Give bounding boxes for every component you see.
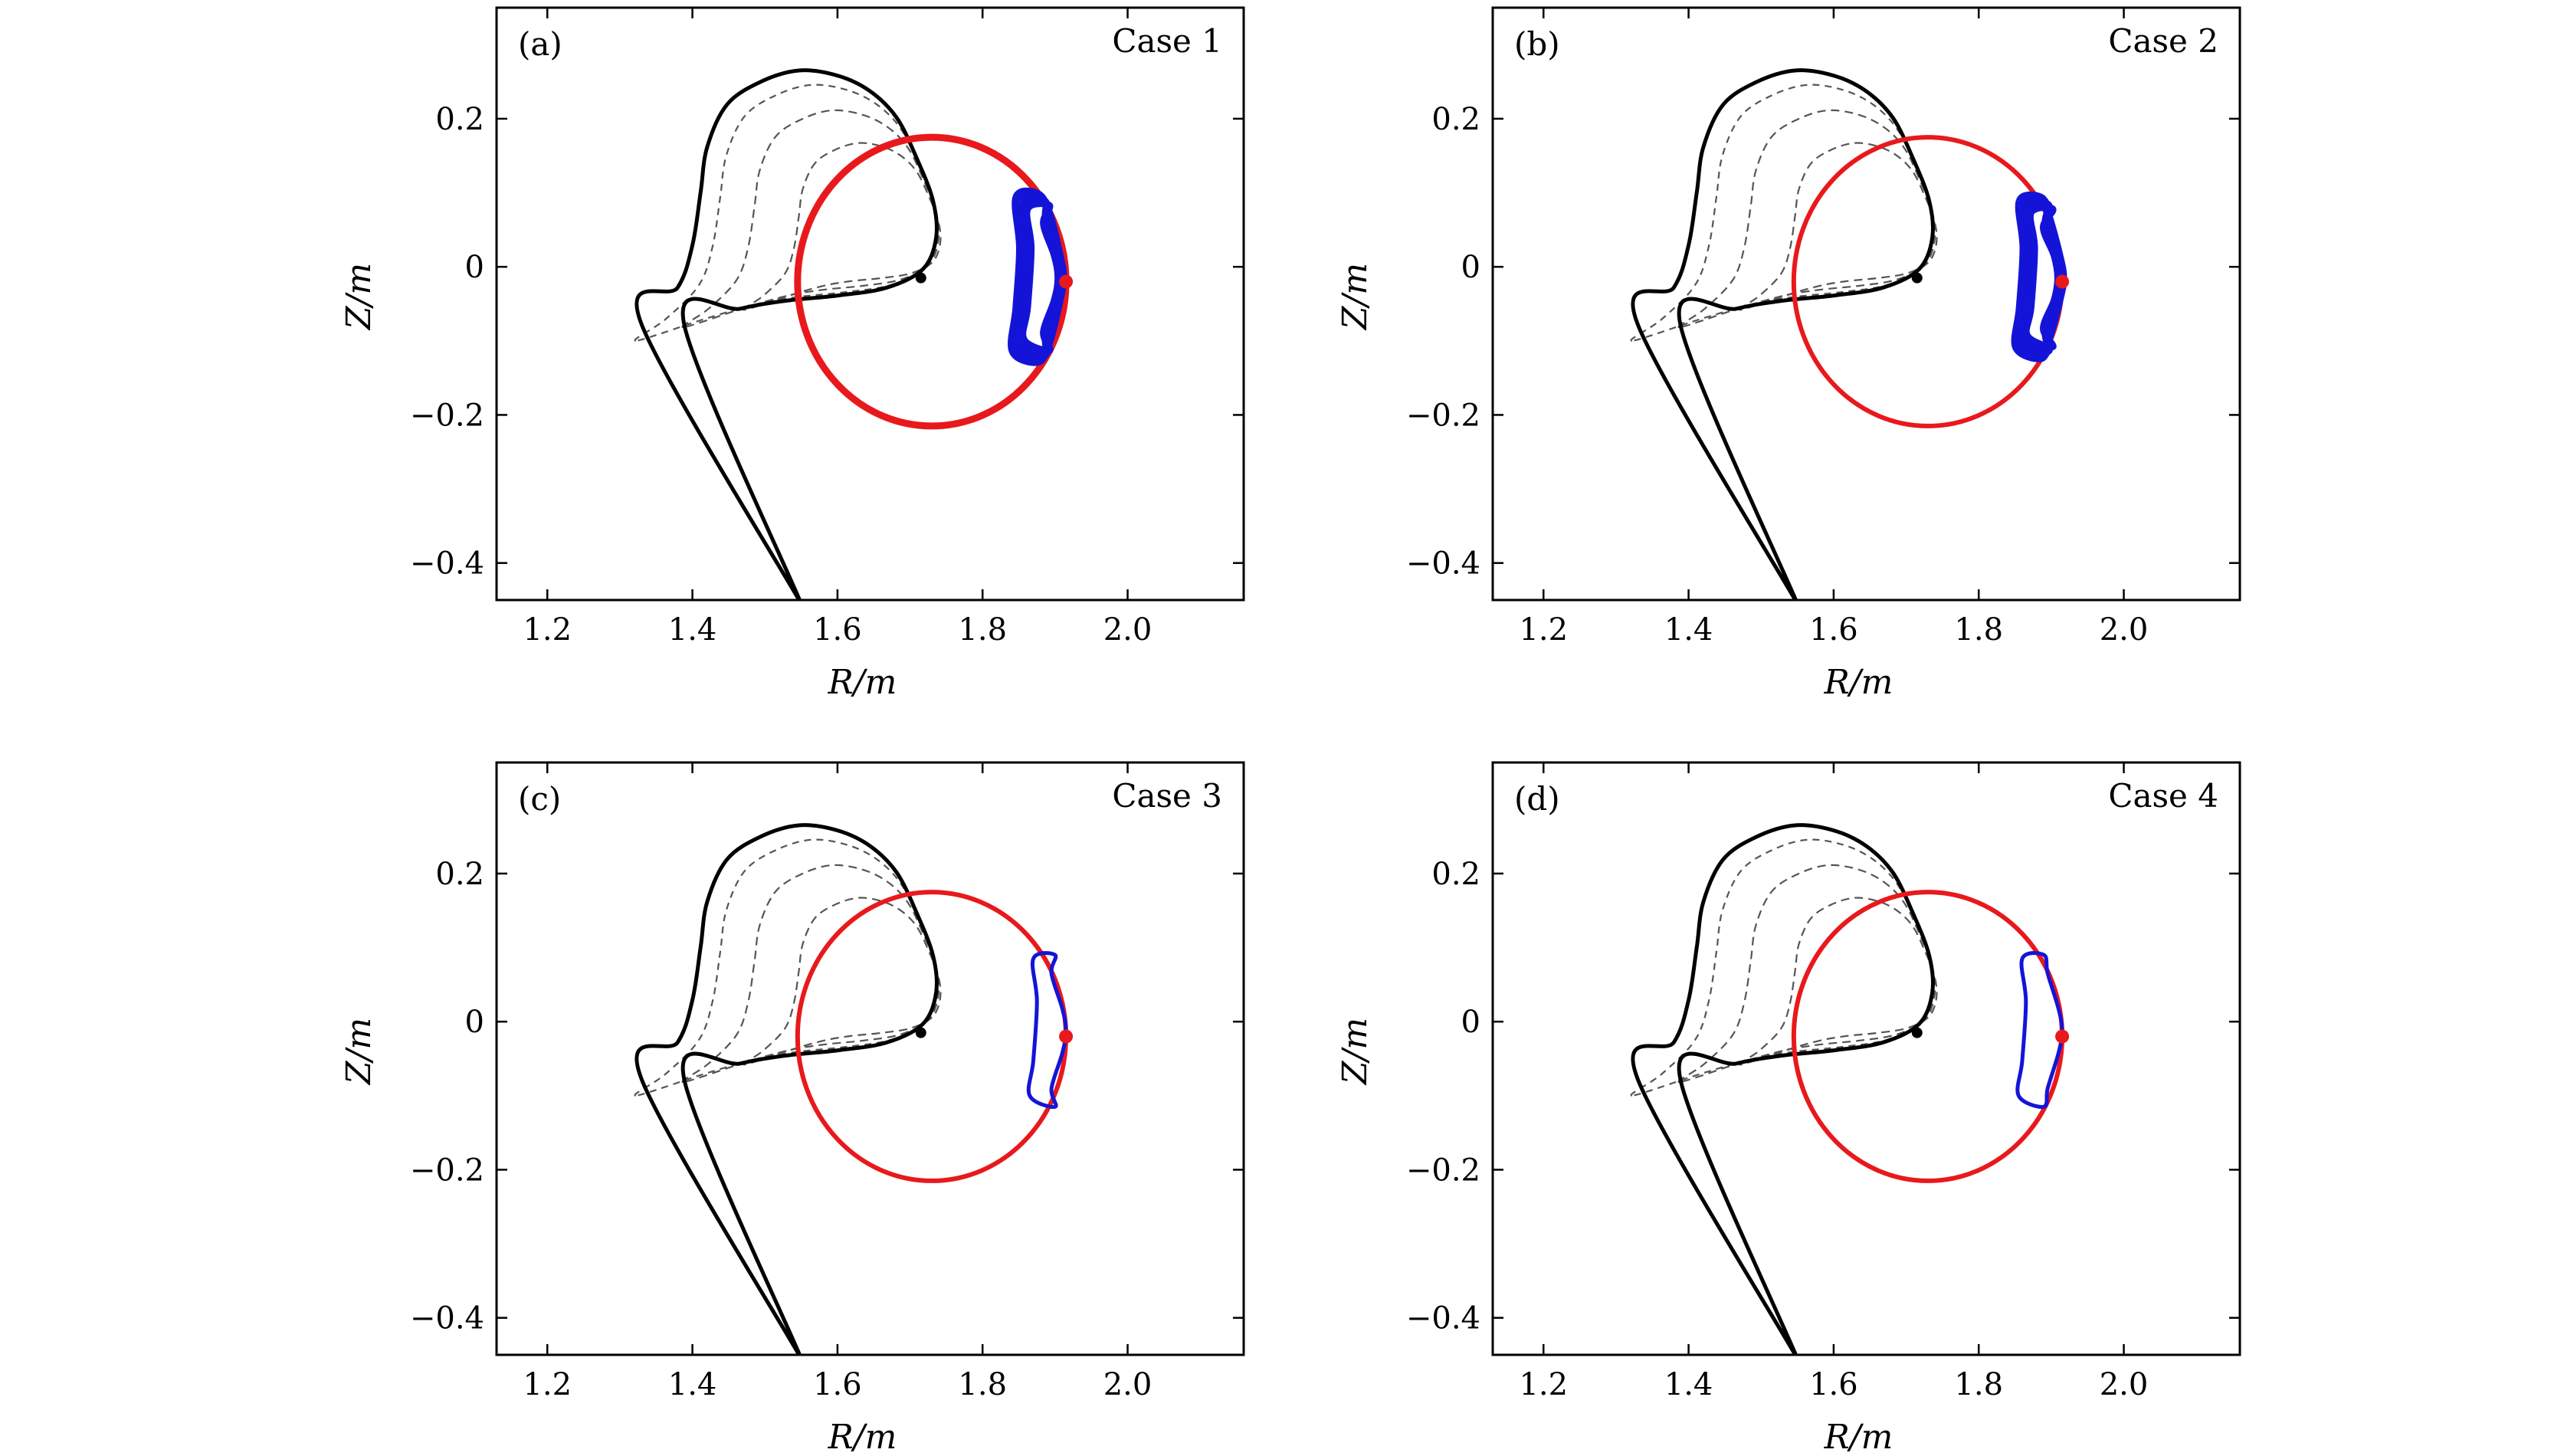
orbit-loop-3 (2022, 204, 2061, 351)
x-tick-label: 1.2 (1519, 1367, 1568, 1402)
axes-frame (495, 761, 1245, 1356)
x-tick-label: 1.6 (813, 612, 862, 648)
subplot-c: 1.2 1.4 1.6 1.8 2.0 0.2 0 −0.2 −0.4 R/m Z/m (c) Case… (339, 761, 1245, 1456)
plasma-boundary (1631, 68, 1936, 600)
flux-surface-3 (742, 897, 942, 1066)
magnetic-axis (915, 272, 926, 284)
plot-content (1630, 68, 2070, 600)
flux-surface-2 (681, 864, 940, 1084)
x-tick-label: 1.6 (813, 1367, 862, 1402)
y-tick-label: 0.2 (1431, 857, 1480, 892)
y-tick-label: 0.2 (1431, 102, 1480, 137)
y-tick-label: −0.4 (410, 546, 484, 582)
axes-frame (1491, 761, 2241, 1356)
orbit-loop-4 (1008, 187, 1067, 366)
magnetic-axis (1911, 1027, 1923, 1038)
y-axis-label: Z/m (1336, 263, 1375, 331)
y-tick-label: 0.2 (435, 102, 484, 137)
subplot-d: 1.2 1.4 1.6 1.8 2.0 0.2 0 −0.2 −0.4 R/m Z/m (d) Case… (1336, 761, 2241, 1456)
x-tick-label: 1.4 (668, 612, 717, 648)
plot-content (634, 823, 1074, 1355)
panel-label: (b) (1514, 25, 1560, 63)
flux-surface-1 (1630, 84, 1935, 342)
y-tick-label: −0.4 (1406, 546, 1480, 582)
flux-surface-2 (1677, 864, 1936, 1084)
x-tick-label: 1.2 (523, 612, 572, 648)
y-tick-label: 0.2 (435, 857, 484, 892)
x-tick-label: 1.6 (1809, 612, 1858, 648)
case-label: Case 4 (2108, 777, 2218, 815)
x-tick-label: 1.4 (1664, 612, 1713, 648)
x-axis-label: R/m (828, 663, 897, 702)
case-label: Case 1 (1112, 22, 1222, 60)
y-tick-label: 0 (1461, 1005, 1480, 1040)
case-label: Case 3 (1112, 777, 1222, 815)
y-axis-label: Z/m (1336, 1018, 1375, 1086)
subplot-b: 1.2 1.4 1.6 1.8 2.0 0.2 0 −0.2 −0.4 R/m Z/m (b) Case… (1336, 6, 2241, 702)
axes-frame (495, 6, 1245, 602)
y-tick-label: −0.2 (410, 398, 484, 433)
y-tick-label: 0 (465, 250, 484, 285)
flux-surface-2 (1677, 109, 1936, 329)
flux-surface-2 (681, 109, 940, 329)
orbit-loop-3 (1019, 200, 1062, 355)
plot-content (1630, 823, 2070, 1355)
plasma-boundary (634, 823, 939, 1355)
y-axis-label: Z/m (339, 263, 379, 331)
flux-surface-3 (1738, 142, 1938, 311)
x-tick-label: 1.2 (523, 1367, 572, 1402)
y-tick-label: −0.4 (410, 1301, 484, 1336)
flux-surface-3 (1738, 897, 1938, 1066)
x-tick-label: 2.0 (1103, 612, 1152, 648)
x-axis-label: R/m (1824, 1418, 1893, 1456)
y-tick-label: −0.2 (1406, 1153, 1480, 1188)
orbit-loop (2015, 951, 2064, 1110)
panel-label: (c) (518, 780, 561, 818)
magnetic-axis (1911, 272, 1923, 284)
intersection-marker (2055, 1029, 2070, 1044)
flux-surface-1 (634, 84, 939, 342)
q-surface (1791, 890, 2065, 1183)
x-tick-label: 2.0 (2100, 1367, 2149, 1402)
flux-surface-3 (742, 142, 942, 311)
x-tick-label: 2.0 (1103, 1367, 1152, 1402)
x-axis-label: R/m (1824, 663, 1893, 702)
y-tick-label: −0.4 (1406, 1301, 1480, 1336)
panel-label: (a) (518, 25, 562, 63)
magnetic-axis (915, 1027, 926, 1038)
flux-surface-1 (1630, 838, 1935, 1097)
y-tick-label: 0 (1461, 250, 1480, 285)
x-tick-label: 1.8 (958, 1367, 1007, 1402)
x-tick-label: 1.8 (958, 612, 1007, 648)
y-tick-label: 0 (465, 1005, 484, 1040)
intersection-marker (2055, 274, 2070, 289)
x-tick-label: 1.8 (1954, 612, 2003, 648)
y-tick-label: −0.2 (1406, 398, 1480, 433)
orbit-loop-4 (2011, 191, 2067, 362)
x-tick-label: 1.4 (668, 1367, 717, 1402)
orbit-loop (1026, 951, 1068, 1110)
axes-frame (1491, 6, 2241, 602)
y-tick-label: −0.2 (410, 1153, 484, 1188)
x-tick-label: 2.0 (2100, 612, 2149, 648)
x-tick-label: 1.6 (1809, 1367, 1858, 1402)
subplot-a: 1.2 1.4 1.6 1.8 2.0 0.2 0 −0.2 −0.4 R/m Z/m (a) Case… (339, 6, 1245, 702)
plasma-boundary (634, 68, 939, 600)
intersection-marker (1059, 1029, 1074, 1044)
x-tick-label: 1.2 (1519, 612, 1568, 648)
intersection-marker (1059, 274, 1074, 289)
q-surface (795, 890, 1069, 1183)
plasma-boundary (1631, 823, 1936, 1355)
flux-surface-1 (634, 838, 939, 1097)
x-axis-label: R/m (828, 1418, 897, 1456)
y-axis-label: Z/m (339, 1018, 379, 1086)
case-label: Case 2 (2108, 22, 2218, 60)
x-tick-label: 1.8 (1954, 1367, 2003, 1402)
x-tick-label: 1.4 (1664, 1367, 1713, 1402)
plot-content (634, 68, 1074, 600)
panel-label: (d) (1514, 780, 1560, 818)
